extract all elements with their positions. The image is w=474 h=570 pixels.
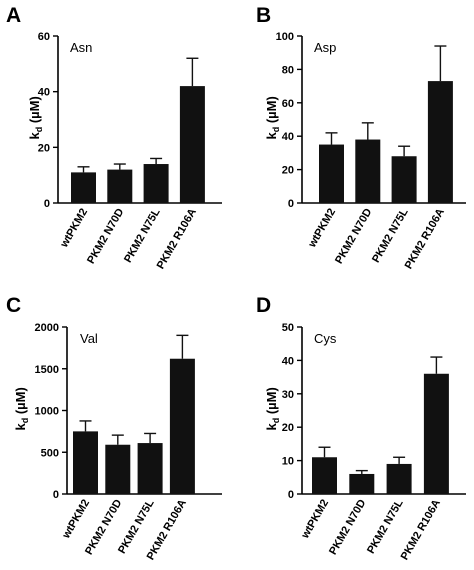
- y-tick-label: 500: [41, 447, 59, 459]
- y-tick-label: 80: [282, 64, 294, 76]
- y-tick-label: 60: [282, 98, 294, 110]
- panel-letter: B: [256, 4, 271, 27]
- y-axis-label-unit: (µM): [13, 387, 28, 418]
- bar: [319, 144, 344, 203]
- y-tick-label: 40: [38, 87, 50, 99]
- bar: [423, 373, 449, 494]
- y-axis-label-main: k: [13, 423, 28, 431]
- y-tick-label: 60: [38, 31, 50, 43]
- x-tick-label: wtPKM2: [306, 207, 338, 251]
- bar: [71, 172, 96, 203]
- bar: [73, 431, 98, 494]
- bar: [391, 156, 417, 203]
- bar: [179, 86, 205, 203]
- y-axis-label-subscript: d: [20, 418, 30, 424]
- bar: [105, 444, 131, 494]
- x-tick-label: PKM2 R106A: [155, 206, 199, 271]
- y-axis-label: kd (µM): [264, 96, 281, 139]
- x-tick-label: wtPKM2: [60, 498, 92, 542]
- panel-letter: A: [6, 4, 21, 27]
- y-tick-label: 0: [288, 489, 294, 501]
- bar: [386, 463, 412, 494]
- y-tick-label: 40: [282, 131, 294, 143]
- x-tick-label: PKM2 N70D: [333, 206, 374, 266]
- x-tick-label: PKM2 N70D: [85, 206, 126, 266]
- panel-annotation: Asp: [314, 40, 336, 55]
- bar: [107, 169, 133, 203]
- y-axis-label-main: k: [264, 132, 279, 140]
- x-tick-label: wtPKM2: [58, 207, 90, 251]
- y-axis-label-main: k: [27, 132, 42, 140]
- y-axis-label-unit: (µM): [264, 387, 279, 418]
- bar: [312, 457, 337, 494]
- y-axis-label-subscript: d: [34, 127, 44, 133]
- panel-letter: D: [256, 294, 271, 317]
- panel-annotation: Cys: [314, 331, 337, 346]
- x-tick-label: PKM2 N70D: [327, 497, 368, 557]
- x-tick-label: wtPKM2: [299, 498, 331, 542]
- y-tick-label: 1000: [35, 406, 59, 418]
- y-tick-label: 2000: [35, 322, 59, 334]
- y-tick-label: 1500: [35, 364, 59, 376]
- bar: [169, 358, 195, 494]
- y-axis-label-unit: (µM): [27, 96, 42, 127]
- y-tick-label: 10: [282, 456, 294, 468]
- panel-letter: C: [6, 294, 21, 317]
- x-tick-label: PKM2 R106A: [399, 497, 443, 562]
- y-axis-label: kd (µM): [264, 387, 281, 430]
- y-tick-label: 20: [282, 422, 294, 434]
- bar: [349, 473, 375, 494]
- y-tick-label: 0: [288, 198, 294, 210]
- y-tick-label: 20: [282, 165, 294, 177]
- y-axis-label-subscript: d: [271, 418, 281, 424]
- panel-annotation: Asn: [70, 40, 92, 55]
- x-tick-label: PKM2 R106A: [403, 206, 447, 271]
- y-axis-label-main: k: [264, 423, 279, 431]
- bar: [427, 81, 453, 203]
- y-tick-label: 30: [282, 389, 294, 401]
- bar: [355, 139, 381, 203]
- x-tick-label: PKM2 N75L: [370, 206, 411, 265]
- y-axis-label: kd (µM): [13, 387, 30, 430]
- y-tick-label: 50: [282, 322, 294, 334]
- y-axis-label-subscript: d: [271, 127, 281, 133]
- y-tick-label: 40: [282, 355, 294, 367]
- x-tick-label: PKM2 N75L: [122, 206, 163, 265]
- y-axis-label-unit: (µM): [264, 96, 279, 127]
- bar: [137, 443, 163, 494]
- y-tick-label: 20: [38, 142, 50, 154]
- panel-annotation: Val: [80, 331, 98, 346]
- y-tick-label: 0: [53, 489, 59, 501]
- y-axis-label: kd (µM): [27, 96, 44, 139]
- y-tick-label: 100: [276, 31, 294, 43]
- x-tick-label: PKM2 N75L: [365, 497, 406, 556]
- y-tick-label: 0: [44, 198, 50, 210]
- bar: [143, 164, 169, 203]
